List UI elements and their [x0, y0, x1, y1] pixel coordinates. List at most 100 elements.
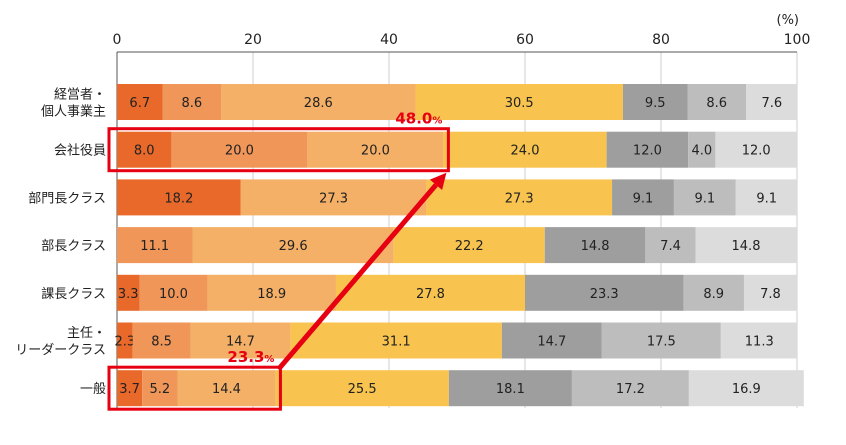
- data-label: 14.7: [226, 335, 255, 350]
- x-tick-label: 80: [652, 32, 670, 48]
- bar-segment: [448, 370, 572, 407]
- category-label: 会社役員: [54, 143, 106, 159]
- data-label: 18.1: [496, 382, 525, 397]
- category-label-line: 部門長クラス: [28, 191, 106, 206]
- data-label: 27.8: [416, 287, 445, 302]
- bar-segment: [715, 131, 797, 168]
- data-label: 20.0: [361, 144, 390, 159]
- bar-segment: [139, 274, 208, 311]
- unit-label: (%): [777, 13, 800, 28]
- category-label: 一般: [80, 381, 106, 397]
- category-label-line: 会社役員: [54, 143, 106, 159]
- annotation-value: 23.3: [227, 348, 264, 366]
- data-label: 14.7: [537, 335, 566, 350]
- bar-segment: [275, 370, 449, 407]
- data-label: 12.0: [742, 144, 771, 159]
- data-label: 8.0: [134, 144, 155, 159]
- x-tick-label: 100: [784, 32, 811, 48]
- bar-segment: [117, 322, 133, 359]
- data-label: 9.1: [695, 191, 716, 206]
- bar-segment: [117, 131, 172, 168]
- bar-segment: [171, 131, 308, 168]
- x-tick-label: 40: [380, 32, 398, 48]
- bar-segment: [688, 370, 804, 407]
- data-label: 14.8: [581, 239, 610, 254]
- category-label-line: 部長クラス: [41, 239, 106, 254]
- bar-segment: [683, 274, 744, 311]
- bar-segment: [746, 84, 798, 120]
- data-label: 23.3: [590, 287, 619, 302]
- bar-segment: [687, 84, 746, 120]
- x-tick-label: 60: [516, 32, 534, 48]
- bar-segment: [695, 227, 797, 264]
- bar-segment: [601, 322, 721, 359]
- data-label: 8.6: [181, 96, 202, 111]
- data-label: 2.3: [114, 335, 135, 350]
- category-label: 部門長クラス: [28, 191, 106, 206]
- category-label: 課長クラス: [41, 286, 106, 302]
- bar-segment: [162, 84, 222, 120]
- data-label: 9.1: [633, 191, 654, 206]
- bar-segment: [426, 179, 613, 216]
- annotation-unit: %: [432, 116, 442, 127]
- bar-segment: [571, 370, 689, 407]
- data-label: 3.7: [119, 382, 140, 397]
- category-label-line: 主任・: [67, 326, 106, 341]
- data-label: 18.2: [164, 191, 193, 206]
- data-label: 7.8: [760, 287, 781, 302]
- bar-segment: [132, 322, 191, 359]
- data-label: 8.6: [706, 96, 727, 111]
- category-label: 経営者・個人事業主: [41, 88, 106, 120]
- data-label: 7.6: [761, 96, 782, 111]
- data-label: 11.3: [745, 335, 774, 350]
- bar-segment: [117, 274, 140, 311]
- bar-segment: [544, 227, 646, 264]
- bar-segment: [688, 131, 716, 168]
- bar-segment: [443, 131, 607, 168]
- data-label: 14.8: [732, 239, 761, 254]
- bar-segment: [221, 84, 416, 120]
- x-tick-label: 0: [113, 32, 122, 48]
- trend-arrow-head: [429, 172, 447, 191]
- data-label: 18.9: [257, 287, 286, 302]
- data-label: 25.5: [348, 382, 377, 397]
- data-label: 29.6: [279, 239, 308, 254]
- data-label: 12.0: [633, 144, 662, 159]
- bar-segment: [622, 84, 688, 120]
- annotation-label: 48.0%: [395, 110, 442, 128]
- bar-segment: [743, 274, 797, 311]
- data-label: 9.1: [756, 191, 777, 206]
- data-label: 31.1: [382, 335, 411, 350]
- data-label: 8.5: [151, 335, 172, 350]
- data-label: 16.9: [732, 382, 761, 397]
- data-label: 8.9: [703, 287, 724, 302]
- data-label: 17.2: [616, 382, 645, 397]
- data-label: 9.5: [645, 96, 666, 111]
- bar-segment: [612, 179, 674, 216]
- data-label: 4.0: [691, 144, 712, 159]
- data-label: 5.2: [149, 382, 170, 397]
- bar-segment: [501, 322, 602, 359]
- data-label: 20.0: [225, 144, 254, 159]
- data-label: 14.4: [212, 382, 241, 397]
- bar-segment: [117, 227, 193, 264]
- bar-segment: [117, 370, 143, 407]
- bar-segment: [673, 179, 736, 216]
- category-label-line: リーダークラス: [15, 343, 106, 358]
- data-label: 30.5: [505, 96, 534, 111]
- category-label: 部長クラス: [41, 239, 106, 254]
- bar-segment: [290, 322, 502, 359]
- bar-segment: [117, 84, 163, 120]
- category-label-line: 経営者・: [54, 88, 106, 103]
- data-label: 27.3: [505, 191, 534, 206]
- data-label: 10.0: [159, 287, 188, 302]
- data-label: 24.0: [511, 144, 540, 159]
- data-label: 3.3: [118, 287, 139, 302]
- annotation-value: 48.0: [395, 110, 432, 128]
- highlight-box: [107, 365, 282, 411]
- category-label-line: 個人事業主: [41, 104, 106, 120]
- bar-segment: [720, 322, 798, 359]
- bar-segment: [117, 179, 241, 216]
